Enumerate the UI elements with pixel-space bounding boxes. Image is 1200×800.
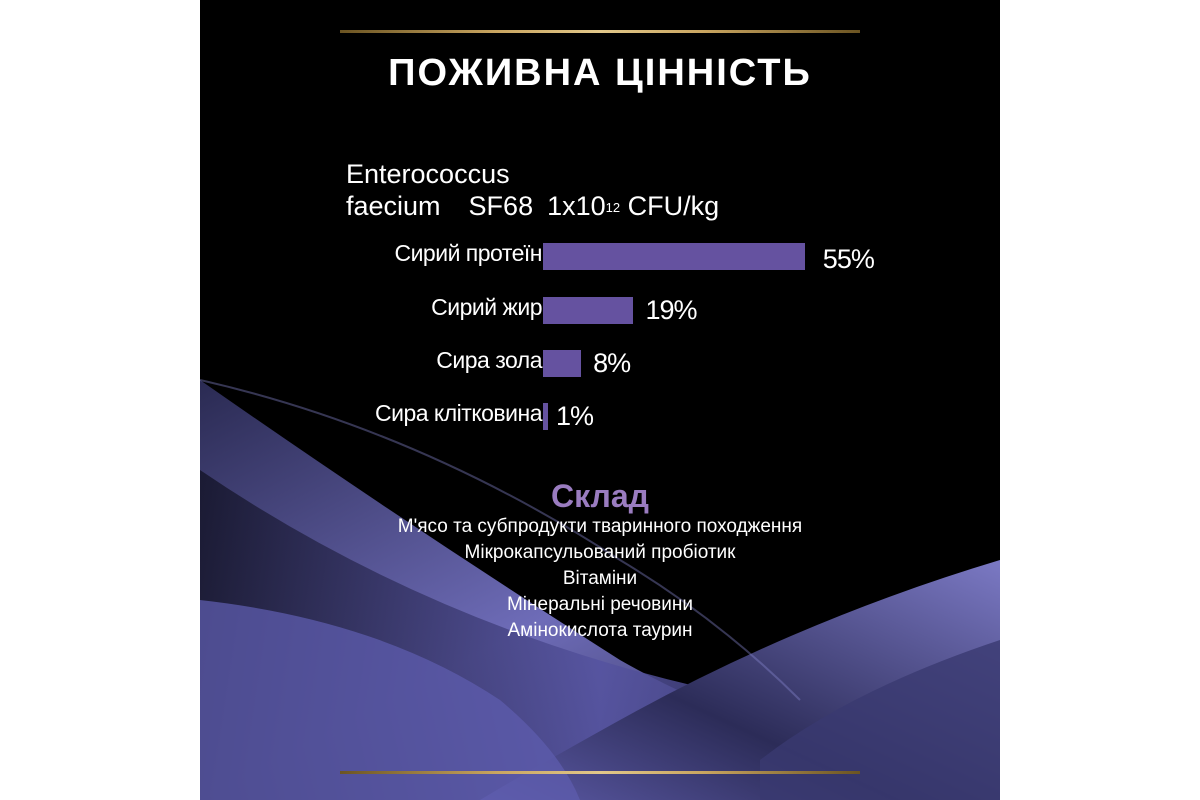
probiotic-exponent: 12 <box>605 200 621 215</box>
decorative-waves <box>200 379 1000 800</box>
bar-label: Сирий протеїн <box>394 240 542 266</box>
page-title: ПОЖИВНА ЦІННІСТЬ <box>388 52 812 94</box>
probiotic-species: faecium <box>346 191 441 221</box>
bar-label: Сирий жир <box>431 294 542 320</box>
wave <box>200 379 801 701</box>
bar <box>543 350 582 377</box>
composition-heading: Склад <box>551 478 649 514</box>
bar-value-label: 19% <box>645 295 697 325</box>
composition-item: Амінокислота таурин <box>507 620 693 641</box>
gold-divider-bottom <box>340 771 860 774</box>
probiotic-line2: faecium SF68 1x1012 CFU/kg <box>346 190 719 222</box>
bar <box>543 403 548 430</box>
bar <box>543 297 634 324</box>
bar-value-label: 55% <box>822 244 875 274</box>
infographic-panel: ПОЖИВНА ЦІННІСТЬ Enterococcus faecium SF6… <box>200 0 1000 800</box>
composition-item: Мінеральні речовини <box>506 594 693 615</box>
probiotic-amount: 1x10 <box>547 191 606 221</box>
bar-label: Сира зола <box>436 347 542 373</box>
probiotic-unit: CFU/kg <box>627 191 720 221</box>
composition-item: М'ясо та субпродукти тваринного походжен… <box>397 516 803 537</box>
bar-value-label: 8% <box>593 348 631 378</box>
composition-item: Мікрокапсульований пробіотик <box>464 542 736 563</box>
bar-value-label: 1% <box>556 401 594 431</box>
wave <box>760 640 1000 800</box>
composition-item: Вітаміни <box>562 568 638 589</box>
probiotic-strain: SF68 <box>468 191 534 221</box>
wave <box>200 600 580 800</box>
gold-divider-top <box>340 30 860 33</box>
bar-label: Сира клітковина <box>375 400 543 426</box>
bar <box>543 243 805 270</box>
probiotic-line1: Enterococcus <box>346 159 510 189</box>
